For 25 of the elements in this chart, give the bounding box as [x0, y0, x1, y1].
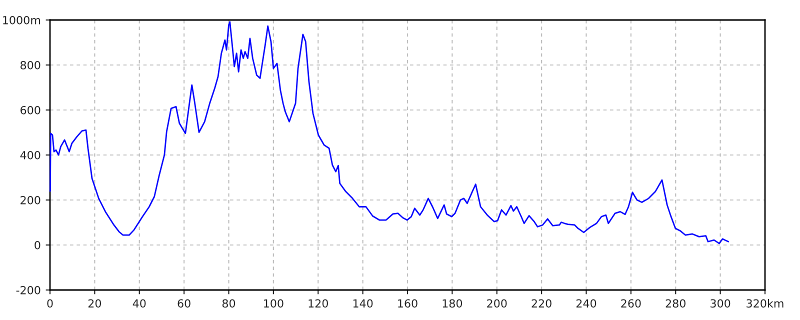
y-tick-label: 600	[20, 106, 40, 114]
y-tick-label: -200	[16, 286, 40, 294]
x-tick-label: 60	[178, 299, 190, 308]
x-tick-label: 120	[308, 299, 328, 308]
x-tick-label: 20	[88, 299, 102, 308]
x-tick-label: 280	[666, 299, 686, 308]
x-tick-label: 80	[222, 299, 236, 308]
line-series	[49, 21, 730, 244]
x-tick-label: 200	[487, 299, 507, 308]
y-tick-label: 400	[20, 150, 40, 160]
x-tick-label: 180	[442, 299, 462, 308]
x-tick-label: 320km	[746, 299, 784, 308]
y-tick-label: 200	[20, 196, 40, 204]
x-tick-label: 0	[47, 299, 53, 308]
y-tick-label: 800	[20, 60, 40, 70]
x-tick-label: 220	[532, 299, 552, 308]
x-tick-label: 300	[710, 299, 730, 308]
x-tick-label: 260	[621, 299, 641, 308]
x-tick-label: 40	[132, 299, 146, 308]
x-tick-label: 240	[576, 299, 596, 308]
x-tick-label: 100	[264, 299, 284, 308]
y-tick-label: 0	[34, 240, 40, 250]
x-tick-label: 140	[353, 299, 373, 308]
y-tick-label: 1000m	[3, 16, 40, 24]
x-tick-label: 160	[398, 299, 418, 308]
